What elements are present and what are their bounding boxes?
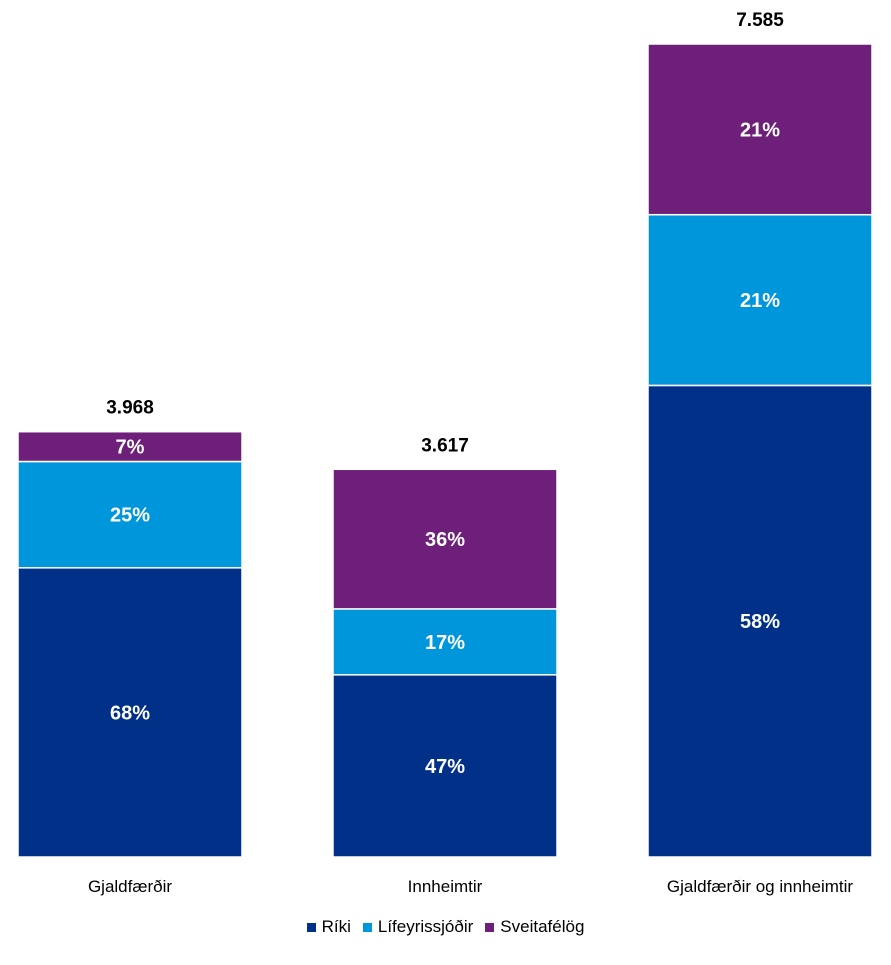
legend-swatch-lifeyrissjodir bbox=[362, 922, 372, 932]
data-label-gjaldfaerdir-og-innheimtir-sveitafelog: 21% bbox=[740, 119, 780, 141]
data-label-gjaldfaerdir-riki: 68% bbox=[110, 702, 150, 724]
data-label-innheimtir-riki: 47% bbox=[425, 756, 465, 778]
bar-segment-gjaldfaerdir-lifeyrissjodir bbox=[17, 460, 243, 569]
bar-segment-innheimtir-riki bbox=[332, 674, 558, 858]
bar-segment-gjaldfaerdir-og-innheimtir-lifeyrissjodir bbox=[647, 213, 873, 387]
bar-segment-innheimtir-lifeyrissjodir bbox=[332, 608, 558, 676]
bar-segment-gjaldfaerdir-og-innheimtir-riki bbox=[647, 384, 873, 858]
legend-item-lifeyrissjodir: Lífeyrissjóðir bbox=[362, 917, 474, 937]
category-label-innheimtir: Innheimtir bbox=[408, 877, 483, 896]
legend-item-sveitafelog: Sveitafélög bbox=[485, 917, 584, 937]
bar-segment-gjaldfaerdir-sveitafelog bbox=[17, 430, 243, 463]
total-label-gjaldfaerdir: 3.968 bbox=[106, 398, 154, 419]
data-label-gjaldfaerdir-og-innheimtir-lifeyrissjodir: 21% bbox=[740, 290, 780, 312]
data-label-gjaldfaerdir-lifeyrissjodir: 25% bbox=[110, 505, 150, 527]
legend-label-sveitafelog: Sveitafélög bbox=[500, 917, 585, 936]
total-label-innheimtir: 3.617 bbox=[421, 435, 469, 456]
bar-segment-innheimtir-sveitafelog bbox=[332, 468, 558, 610]
legend-item-riki: Ríki bbox=[306, 917, 351, 937]
data-label-gjaldfaerdir-og-innheimtir-riki: 58% bbox=[740, 611, 780, 633]
legend-swatch-sveitafelog bbox=[485, 922, 495, 932]
data-label-innheimtir-sveitafelog: 36% bbox=[425, 529, 465, 551]
bar-segment-gjaldfaerdir-og-innheimtir-sveitafelog bbox=[647, 43, 873, 216]
data-label-gjaldfaerdir-sveitafelog: 7% bbox=[116, 437, 145, 459]
bar-segment-gjaldfaerdir-riki bbox=[17, 567, 243, 858]
legend-label-lifeyrissjodir: Lífeyrissjóðir bbox=[377, 917, 474, 936]
data-label-innheimtir-lifeyrissjodir: 17% bbox=[425, 632, 465, 654]
category-label-gjaldfaerdir: Gjaldfærðir bbox=[88, 877, 172, 896]
category-label-gjaldfaerdir-og-innheimtir: Gjaldfærðir og innheimtir bbox=[667, 877, 853, 896]
legend: Ríki Lífeyrissjóðir Sveitafélög bbox=[0, 917, 891, 937]
legend-label-riki: Ríki bbox=[321, 917, 351, 936]
legend-swatch-riki bbox=[306, 922, 316, 932]
total-label-gjaldfaerdir-og-innheimtir: 7.585 bbox=[736, 10, 784, 31]
